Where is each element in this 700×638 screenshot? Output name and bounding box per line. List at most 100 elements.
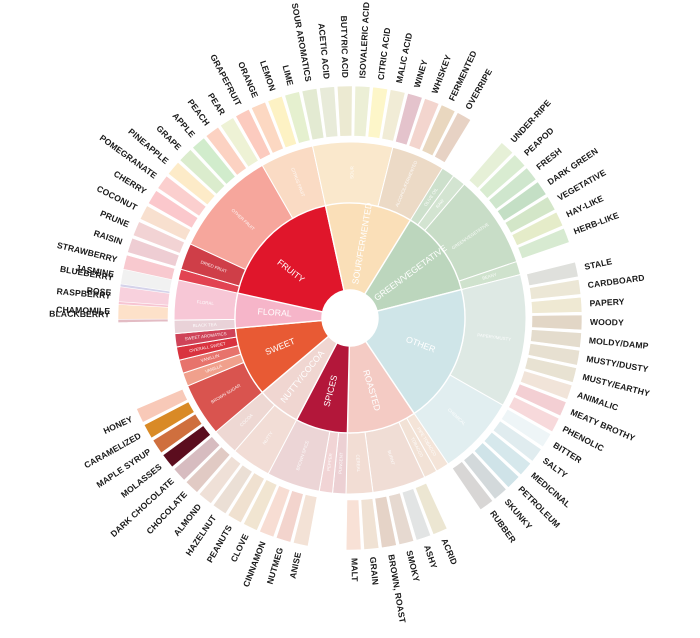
term-label-malt: MALT [350,558,360,582]
term-label-nutmeg: NUTMEG [265,546,286,585]
term-label-papery: PAPERY [589,296,625,308]
term-label-animalic: ANIMALIC [576,390,620,413]
subcategory-label-raw: RAW [435,197,446,209]
subcategory-label-pepper: PEPPER [326,453,333,471]
term-segment-peach [205,126,247,176]
term-label-lemon: LEMON [258,59,278,92]
category-segment-green-vegetative [363,219,463,312]
term-segment-malt [345,499,362,551]
wheel-center [323,291,377,345]
term-segment-chocolate [185,446,231,493]
term-label-ashy: ASHY [422,544,439,570]
term-segment-sour-aromatics [301,88,325,141]
term-segment-animalic [520,370,573,400]
term-segment-acetic-acid [319,86,339,138]
term-segment-peapod [478,154,526,199]
subcategory-label-papery-musty: PAPERY/MUSTY [477,332,511,342]
term-label-cardboard: CARDBOARD [587,272,645,290]
term-segment-coconut [139,205,192,241]
term-segment-ashy [401,488,432,541]
term-segment-malic-acid [381,89,406,142]
term-label-brown-roast: BROWN, ROAST [386,554,408,625]
term-segment-maple-syrup [152,413,203,454]
category-segment-fruity [234,204,345,322]
term-segment-apple [192,137,236,185]
term-label-fresh: FRESH [534,146,563,172]
term-segment-petroleum [473,442,520,488]
category-segment-other [364,288,466,415]
term-segment-fresh [488,167,537,210]
term-segment-brown-roast [374,495,397,549]
term-label-musty-dusty: MUSTY/DUSTY [586,354,650,375]
term-segment-musty-dusty [527,343,581,366]
subcategory-label-floral: FLORAL [197,299,215,306]
term-segment-musty-earthy [524,356,577,383]
term-label-honey: HONEY [102,414,135,436]
term-label-raisin: RAISIN [93,228,124,247]
term-segment-rubber [452,461,494,511]
term-segment-herb-like [517,227,570,259]
term-label-woody: WOODY [590,317,624,328]
category-segment-sour-fermented [324,202,412,296]
term-label-citric-acid: CITRIC ACID [376,27,393,81]
term-label-rose: ROSE [86,285,112,298]
term-segment-fermented [421,104,456,157]
term-segment-grain [360,498,380,550]
term-segment-smoky [388,492,415,546]
term-ring [117,85,583,551]
term-label-prune: PRUNE [99,208,131,229]
term-label-stale: STALE [583,256,613,272]
term-label-raspberry: RASPBERRY [56,286,111,301]
subcategory-label-vanillin: VANILLIN [200,353,220,363]
term-segment-isovaleric-acid [353,85,371,138]
term-label-sour-aromatics: SOUR AROMATICS [290,2,314,82]
term-segment-overripe [434,112,472,163]
term-segment-skunky [463,452,507,500]
term-segment-prune [132,221,185,254]
category-segment-floral [234,292,324,329]
term-segment-peanuts [227,472,265,524]
term-label-strawberry: STRAWBERRY [56,240,119,265]
term-label-grain: GRAIN [368,556,381,585]
term-segment-moldy-damp [530,329,582,349]
term-segment-pineapple [167,161,216,206]
subcategory-label-sweet-aromatics: SWEET AROMATICS [184,331,227,341]
term-label-winey: WINEY [412,58,430,88]
term-segment-whiskey [408,98,440,151]
term-label-lime: LIME [281,64,296,87]
term-segment-orange [251,101,284,154]
term-segment-winey [395,92,423,146]
term-segment-hay-like [511,211,564,246]
term-segment-bitter [500,408,552,448]
subcategory-label-burnt: BURNT [387,450,396,466]
term-label-acetic-acid: ACETIC ACID [316,23,332,80]
term-label-butyric-acid: BUTYRIC ACID [339,15,350,78]
term-label-anise: ANISE [288,551,304,579]
term-segment-anise [292,494,318,547]
term-segment-strawberry [122,254,176,281]
term-segment-dark-chocolate [173,436,221,481]
term-label-malic-acid: MALIC ACID [394,32,414,84]
term-segment-woody [531,314,583,331]
category-ring: FRUITY SOUR/FERMENTEDGREEN/VEGETATIVEOTHE… [234,202,466,434]
term-segment-honey [136,388,188,423]
term-segment-pomegranate [157,175,207,217]
term-segment-under-ripe [468,142,514,189]
category-label-floral: FLORAL [257,306,292,318]
subcategory-label-sour: SOUR [349,166,354,179]
term-label-salty: SALTY [541,455,570,480]
term-segment-salty [492,420,542,462]
term-segment-medicinal [483,431,532,476]
term-segment-phenolic [508,396,560,433]
term-label-moldy-damp: MOLDY/DAMP [588,335,649,351]
term-label-isovaleric-acid: ISOVALERIC ACID [357,2,371,79]
term-label-whiskey: WHISKEY [429,53,453,95]
term-segment-cherry [147,190,199,229]
subcategory-label-pungent: PUNGENT [338,452,344,474]
term-label-clove: CLOVE [229,532,251,564]
subcategory-label-black-tea: BLACK TEA [193,322,217,328]
term-segment-acrid [414,482,448,535]
term-segment-molasses [162,425,211,468]
term-segment-lemon [267,95,298,149]
